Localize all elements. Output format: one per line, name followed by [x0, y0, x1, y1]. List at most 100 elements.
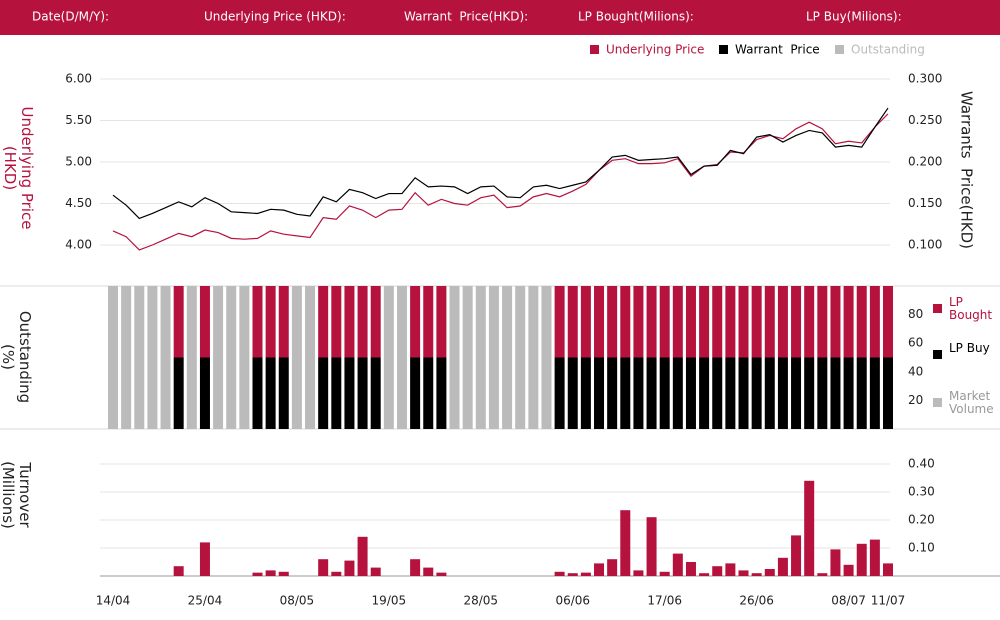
bar-segment — [738, 357, 749, 429]
bar-segment — [791, 357, 802, 429]
bar — [357, 536, 368, 576]
bar-segment — [370, 357, 381, 429]
y-tick-label: 5.50 — [65, 113, 92, 127]
header-bar — [0, 0, 1000, 35]
header-field: LP Buy(Milions): — [806, 10, 902, 24]
legend-label: Warrant Price — [735, 43, 820, 57]
bar — [777, 557, 788, 576]
y-tick-label: 0.30 — [908, 485, 935, 499]
bar — [646, 517, 657, 576]
bar — [712, 566, 723, 576]
bar — [751, 573, 762, 576]
bar-segment — [830, 286, 841, 358]
bar — [685, 562, 696, 576]
bar — [830, 549, 841, 576]
bar-segment — [856, 357, 867, 429]
bar-segment — [239, 286, 250, 429]
bar-segment — [121, 286, 132, 429]
bar-segment — [173, 357, 184, 429]
bar-segment — [883, 357, 893, 429]
bar-segment — [567, 357, 578, 429]
bar — [764, 569, 775, 576]
bar-segment — [423, 357, 434, 429]
bar — [869, 539, 880, 576]
bar-segment — [423, 286, 434, 358]
bar-segment — [331, 286, 342, 358]
bar-segment — [462, 286, 473, 429]
bar — [436, 572, 447, 576]
bar-segment — [594, 286, 605, 358]
legend-swatch — [835, 45, 844, 54]
legend-label: LP Bought — [949, 295, 993, 322]
x-tick-label: 11/07 — [871, 594, 906, 608]
bar — [173, 566, 184, 576]
bar-segment — [607, 286, 618, 358]
header-field: Underlying Price (HKD): — [204, 10, 346, 24]
legend-label: Underlying Price — [606, 43, 704, 57]
bar-segment — [712, 357, 723, 429]
y-axis-label: Outstanding (%) — [0, 310, 34, 408]
bar-segment — [594, 357, 605, 429]
y2-tick-label: 0.300 — [908, 72, 942, 86]
bar-segment — [160, 286, 171, 429]
legend-swatch — [590, 45, 599, 54]
bar-segment — [134, 286, 145, 429]
bar — [620, 510, 631, 576]
legend-swatch — [719, 45, 728, 54]
bar-segment — [830, 357, 841, 429]
bar-segment — [318, 357, 329, 429]
bar-segment — [291, 286, 302, 429]
bar-segment — [370, 286, 381, 358]
bar-segment — [843, 286, 854, 358]
bar-segment — [515, 286, 526, 429]
bar — [804, 480, 815, 576]
x-tick-label: 19/05 — [372, 594, 407, 608]
y-tick-label: 20 — [908, 393, 923, 407]
bar-segment — [685, 357, 696, 429]
bar — [370, 567, 381, 576]
bar — [318, 559, 329, 576]
y-tick-label: 6.00 — [65, 72, 92, 86]
bar-segment — [738, 286, 749, 358]
bar-segment — [226, 286, 237, 429]
y-tick-label: 0.10 — [908, 541, 935, 555]
bar-segment — [869, 286, 880, 358]
bar — [554, 571, 565, 576]
bar-segment — [620, 357, 631, 429]
bar-segment — [817, 357, 828, 429]
bar — [344, 560, 355, 576]
bar-segment — [199, 286, 210, 358]
y-tick-label: 0.40 — [908, 457, 935, 471]
bar-segment — [383, 286, 394, 429]
bar-segment — [633, 357, 644, 429]
bar — [252, 572, 263, 576]
line-series — [112, 107, 889, 220]
bar-segment — [843, 357, 854, 429]
bar-segment — [475, 286, 486, 429]
bar-segment — [344, 286, 355, 358]
bar — [725, 563, 736, 576]
y2-tick-label: 0.250 — [908, 113, 942, 127]
bar — [567, 573, 578, 576]
bar-segment — [357, 357, 368, 429]
bar-segment — [659, 357, 670, 429]
bar-segment — [791, 286, 802, 358]
bar-segment — [436, 357, 447, 429]
y2-tick-label: 0.150 — [908, 196, 942, 210]
bar-segment — [173, 286, 184, 358]
bar — [265, 570, 276, 576]
bar-segment — [528, 286, 539, 429]
bar-segment — [265, 357, 276, 429]
bar-segment — [147, 286, 158, 429]
bar-segment — [856, 286, 867, 358]
bar-segment — [108, 286, 118, 429]
bar-segment — [199, 357, 210, 429]
bar-segment — [712, 286, 723, 358]
bar-segment — [804, 357, 815, 429]
bar-segment — [764, 286, 775, 358]
bar — [817, 573, 828, 576]
bar — [199, 542, 210, 576]
x-tick-label: 17/06 — [647, 594, 682, 608]
